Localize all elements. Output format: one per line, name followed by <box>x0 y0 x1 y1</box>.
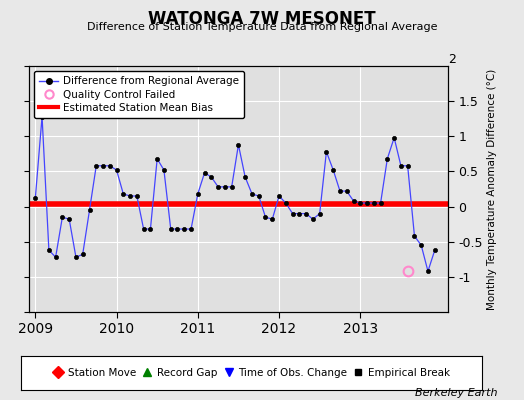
Y-axis label: Monthly Temperature Anomaly Difference (°C): Monthly Temperature Anomaly Difference (… <box>487 68 497 310</box>
Legend: Station Move, Record Gap, Time of Obs. Change, Empirical Break: Station Move, Record Gap, Time of Obs. C… <box>50 365 453 381</box>
Text: Difference of Station Temperature Data from Regional Average: Difference of Station Temperature Data f… <box>87 22 437 32</box>
Text: WATONGA 7W MESONET: WATONGA 7W MESONET <box>148 10 376 28</box>
Legend: Difference from Regional Average, Quality Control Failed, Estimated Station Mean: Difference from Regional Average, Qualit… <box>34 71 244 118</box>
Text: 2: 2 <box>448 53 456 66</box>
Text: Berkeley Earth: Berkeley Earth <box>416 388 498 398</box>
